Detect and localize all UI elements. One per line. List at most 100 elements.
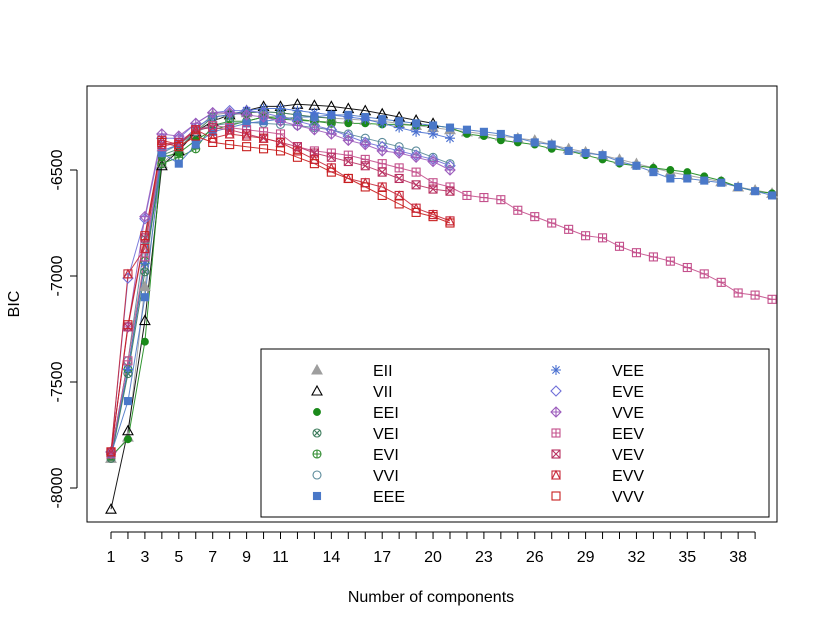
point-eee-34 [666, 174, 675, 183]
point-vev-20 [428, 184, 438, 194]
point-vev-14 [326, 152, 336, 162]
legend-box [260, 348, 770, 518]
x-tick-label: 32 [628, 549, 646, 566]
point-eev-2 [123, 356, 133, 366]
point-vvv-17 [377, 190, 387, 200]
series-line-vvv [110, 135, 451, 453]
legend-item-vvv: VVV [551, 489, 644, 506]
point-eev-29 [581, 231, 591, 241]
legend-marker-eii [311, 363, 323, 375]
point-eee-21 [445, 123, 455, 132]
point-vve-13 [308, 123, 321, 136]
x-tick-label: 9 [242, 549, 251, 566]
point-eee-25 [513, 134, 522, 143]
point-eev-25 [513, 205, 523, 215]
y-axis-label: BIC [6, 291, 23, 318]
point-evv-12 [292, 145, 303, 156]
point-eev-18 [394, 163, 404, 173]
point-eee-35 [683, 174, 692, 183]
point-vve-8 [223, 106, 236, 119]
point-vvv-9 [242, 142, 252, 152]
point-eee-31 [615, 157, 624, 166]
point-eee-24 [496, 129, 505, 139]
point-eev-22 [462, 190, 472, 200]
point-vve-18 [393, 147, 405, 159]
x-tick-label: 38 [729, 549, 747, 566]
point-vee-3 [139, 258, 150, 269]
point-eev-15 [343, 150, 353, 160]
point-vvv-15 [343, 173, 353, 184]
point-vvv-21 [445, 218, 455, 228]
legend-label: VII [373, 384, 393, 401]
point-vee-15 [343, 112, 354, 122]
point-eee-29 [581, 148, 590, 158]
point-evv-10 [258, 132, 269, 143]
legend-label: VEI [373, 426, 399, 443]
point-vee-18 [394, 122, 405, 133]
legend: EII VII EEI VEI EVI VVI EEE VEE EVE VVE EEV VEV EVV V… [260, 348, 770, 518]
legend-marker-evv [551, 469, 561, 480]
legend-marker-eev [551, 428, 561, 438]
legend-marker-eve [550, 385, 562, 397]
point-vee-16 [360, 114, 371, 125]
point-eee-2 [123, 397, 132, 406]
point-vii-2 [122, 424, 134, 436]
series-points [105, 98, 778, 514]
point-vee-12 [292, 105, 303, 116]
x-axis: 1 3 5 7 9 11 14 17 20 23 26 29 32 35 38 [107, 531, 756, 566]
point-vvv-16 [360, 182, 370, 192]
legend-marker-vve [550, 406, 562, 418]
point-vee-13 [309, 107, 320, 118]
point-eii-3 [138, 280, 151, 292]
legend-label: EVV [612, 468, 644, 485]
legend-marker-eee [312, 491, 322, 501]
point-vvv-1 [106, 447, 116, 457]
point-eev-30 [597, 233, 608, 243]
point-vve-10 [257, 111, 270, 123]
y-tick-label: -7000 [49, 255, 66, 296]
legend-label: VVE [612, 405, 644, 422]
point-vvv-12 [292, 152, 303, 162]
series-line-eii [110, 111, 773, 459]
point-vve-11 [274, 115, 287, 128]
legend-item-vve: VVE [550, 405, 644, 422]
legend-marker-eei [313, 408, 321, 416]
point-eev-11 [275, 129, 286, 139]
legend-label: VVV [612, 489, 644, 506]
point-eev-38 [733, 288, 743, 298]
point-eev-34 [665, 256, 675, 266]
x-tick-label: 5 [174, 549, 183, 566]
legend-item-eee: EEE [312, 489, 405, 506]
series-line-eev [110, 124, 773, 455]
point-eei-3 [140, 337, 149, 346]
legend-label: EII [373, 363, 393, 380]
point-eee-5 [174, 159, 183, 168]
legend-label: VEV [612, 447, 644, 464]
legend-marker-vee [551, 365, 561, 375]
legend-item-eei: EEI [313, 405, 399, 422]
point-evv-2 [123, 268, 133, 279]
x-axis-label: Number of components [348, 589, 514, 606]
point-vve-9 [240, 109, 253, 121]
point-vev-21 [445, 186, 455, 196]
point-eee-39 [751, 187, 760, 196]
point-eei-2 [123, 435, 132, 444]
point-vev-18 [394, 173, 404, 184]
point-vev-7 [208, 123, 218, 133]
point-vvv-20 [428, 212, 438, 222]
point-eee-19 [412, 119, 421, 128]
point-vve-19 [410, 151, 422, 164]
point-eev-17 [377, 159, 387, 169]
point-evi-4 [157, 159, 167, 169]
point-vve-16 [359, 138, 372, 151]
point-eee-27 [547, 140, 556, 149]
point-evv-9 [241, 130, 252, 141]
point-eee-30 [598, 151, 607, 160]
x-tick-label: 17 [373, 549, 391, 566]
point-vii-1 [105, 503, 117, 514]
point-eev-32 [631, 248, 642, 258]
point-vvv-14 [326, 167, 336, 177]
point-vii-3 [138, 314, 151, 326]
point-vvv-19 [411, 207, 421, 217]
x-tick-label: 1 [107, 549, 116, 566]
